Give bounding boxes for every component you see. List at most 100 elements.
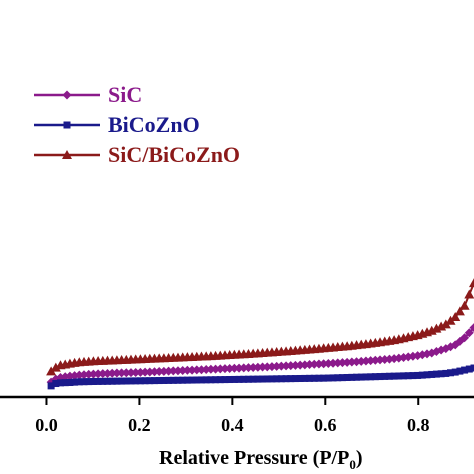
data-point [121, 368, 131, 378]
data-point [169, 376, 177, 384]
data-point [136, 377, 144, 385]
data-point [216, 376, 224, 384]
data-point [461, 366, 469, 374]
data-point [414, 371, 422, 379]
data-point [376, 373, 384, 381]
data-point [66, 378, 74, 386]
plot-area [46, 278, 474, 390]
data-point [197, 376, 205, 384]
data-point [367, 373, 375, 381]
data-point [174, 376, 182, 384]
x-tick-label: 0.2 [128, 415, 151, 435]
data-point [469, 323, 474, 333]
data-point [404, 372, 412, 380]
data-point [291, 375, 299, 383]
data-point [268, 375, 276, 383]
x-axis-title-main: Relative Pressure (P/P [159, 447, 349, 469]
legend-label: SiC/BiCoZnO [108, 142, 240, 167]
legend-label: BiCoZnO [108, 112, 200, 137]
data-point [390, 372, 398, 380]
x-axis-title: Relative Pressure (P/P0) [159, 447, 362, 472]
x-axis-ticks: 0.0 0.2 0.4 0.6 0.8 [35, 397, 429, 435]
data-point [395, 372, 403, 380]
data-point [282, 375, 290, 383]
data-point [244, 375, 252, 383]
data-point [348, 373, 356, 381]
data-point [80, 378, 88, 386]
data-point [353, 373, 361, 381]
data-point [437, 370, 445, 378]
x-tick-label: 0.6 [314, 415, 337, 435]
data-point [52, 380, 60, 388]
data-point [107, 368, 117, 378]
data-point [108, 377, 116, 385]
data-point [75, 378, 83, 386]
data-point [122, 377, 130, 385]
data-point [221, 376, 229, 384]
data-point [94, 377, 102, 385]
data-point [131, 368, 141, 378]
data-point [89, 377, 97, 385]
data-point [254, 375, 262, 383]
data-point [343, 373, 351, 381]
data-point [226, 376, 234, 384]
x-tick-label: 0.0 [35, 415, 58, 435]
data-point [193, 376, 201, 384]
data-point [400, 372, 408, 380]
data-point [362, 373, 370, 381]
data-point [50, 362, 61, 372]
data-point [334, 374, 342, 382]
data-point [324, 374, 332, 382]
data-point [465, 365, 473, 373]
data-point [287, 375, 295, 383]
data-point [306, 374, 314, 382]
data-point [230, 375, 238, 383]
data-point [263, 375, 271, 383]
data-point [310, 374, 318, 382]
data-point [104, 377, 112, 385]
data-point [71, 378, 79, 386]
data-point [235, 375, 243, 383]
data-point [470, 364, 474, 372]
data-point [240, 375, 248, 383]
data-point [273, 375, 281, 383]
legend-marker [63, 121, 71, 129]
data-point [188, 376, 196, 384]
data-point [112, 368, 122, 378]
data-point [126, 368, 136, 378]
data-point [418, 371, 426, 379]
legend: SiC BiCoZnO SiC/BiCoZnO [34, 82, 240, 167]
data-point [329, 374, 337, 382]
data-point [371, 373, 379, 381]
series-sic [46, 323, 474, 387]
data-point [57, 379, 65, 387]
x-axis-title-subscript: 0 [349, 457, 356, 472]
data-point [301, 374, 309, 382]
data-point [132, 377, 140, 385]
data-point [464, 328, 474, 338]
data-point [249, 375, 257, 383]
data-point [160, 376, 168, 384]
data-point [155, 377, 163, 385]
data-point [357, 373, 365, 381]
data-point [202, 376, 210, 384]
legend-marker [62, 150, 72, 159]
data-point [113, 377, 121, 385]
data-point [61, 379, 69, 387]
data-point [459, 300, 470, 310]
data-point [259, 375, 267, 383]
legend-item: SiC [34, 82, 142, 107]
data-point [47, 382, 55, 390]
data-point [296, 374, 304, 382]
data-point [99, 377, 107, 385]
data-point [409, 372, 417, 380]
data-point [381, 372, 389, 380]
legend-item: SiC/BiCoZnO [34, 142, 240, 167]
data-point [207, 376, 215, 384]
data-point [456, 367, 464, 375]
data-point [212, 376, 220, 384]
data-point [423, 371, 431, 379]
data-point [150, 377, 158, 385]
data-point [320, 374, 328, 382]
